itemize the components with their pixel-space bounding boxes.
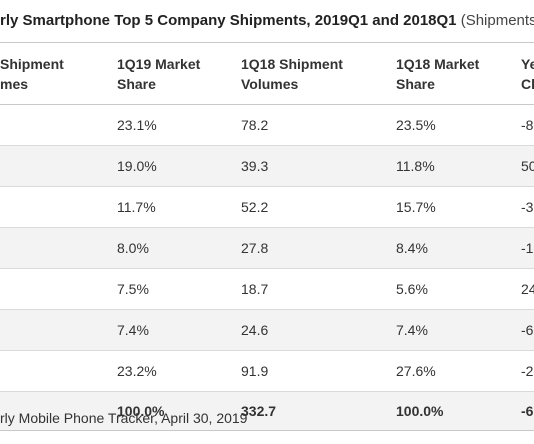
cell-1q19-share: 23.1%: [111, 104, 235, 146]
header-shipment-volumes: Shipment mes: [0, 43, 111, 105]
cell-shipment-volume: [0, 145, 111, 187]
cell-1q18-volume: 91.9: [235, 350, 390, 392]
total-1q19-share: 100.0%: [111, 391, 235, 430]
cell-shipment-volume: [0, 309, 111, 351]
cell-1q18-share: 8.4%: [390, 227, 515, 269]
cell-shipment-volume: [0, 227, 111, 269]
total-1q18-volume: 332.7: [235, 391, 390, 430]
cell-shipment-volume: [0, 350, 111, 392]
cell-yoy-change: -6.: [515, 309, 534, 351]
cell-yoy-change: -10: [515, 227, 534, 269]
cell-yoy-change: 50: [515, 145, 534, 187]
table-title-main: rly Smartphone Top 5 Company Shipments, …: [0, 12, 457, 29]
header-line: 1Q18 Shipment: [241, 55, 343, 72]
cell-1q19-share: 7.5%: [111, 268, 235, 310]
cell-yoy-change: -8.: [515, 104, 534, 146]
table-title-units: (Shipments in million: [460, 12, 534, 29]
cell-yoy-change: -2: [515, 350, 534, 392]
cell-1q18-share: 15.7%: [390, 186, 515, 228]
cell-1q18-share: 23.5%: [390, 104, 515, 146]
cell-1q18-volume: 39.3: [235, 145, 390, 187]
cell-1q18-volume: 18.7: [235, 268, 390, 310]
cell-1q19-share: 7.4%: [111, 309, 235, 351]
header-1q18-market-share: 1Q18 Market Share: [390, 43, 515, 105]
header-line: Ch: [521, 75, 534, 92]
cell-1q18-share: 5.6%: [390, 268, 515, 310]
table-title: rly Smartphone Top 5 Company Shipments, …: [0, 0, 534, 42]
source-note: rly Mobile Phone Tracker, April 30, 2019: [0, 410, 248, 426]
total-yoy-change: -6.: [515, 391, 534, 430]
header-line: 1Q18 Market: [396, 55, 480, 72]
shipments-table-container: Shipment mes 1Q19 Market Share 1Q18 Ship…: [0, 42, 534, 431]
cell-1q19-share: 8.0%: [111, 227, 235, 269]
table-header-row: Shipment mes 1Q19 Market Share 1Q18 Ship…: [0, 43, 534, 105]
header-line: Share: [396, 75, 435, 92]
header-1q18-shipment-volumes: 1Q18 Shipment Volumes: [235, 43, 390, 105]
table-row: 23.2% 91.9 27.6% -2: [0, 350, 534, 392]
table-row: 7.5% 18.7 5.6% 24: [0, 268, 534, 310]
cell-yoy-change: 24: [515, 268, 534, 310]
header-year-over-year-change: Ye Ch: [515, 43, 534, 105]
cell-1q18-volume: 27.8: [235, 227, 390, 269]
cell-1q18-volume: 52.2: [235, 186, 390, 228]
header-1q19-market-share: 1Q19 Market Share: [111, 43, 235, 105]
table-row: 19.0% 39.3 11.8% 50: [0, 145, 534, 187]
cell-1q19-share: 11.7%: [111, 186, 235, 228]
header-line: 1Q19 Market: [117, 55, 201, 72]
cell-shipment-volume: [0, 268, 111, 310]
cell-1q19-share: 23.2%: [111, 350, 235, 392]
total-1q18-share: 100.0%: [390, 391, 515, 430]
cell-1q19-share: 19.0%: [111, 145, 235, 187]
cell-yoy-change: -30: [515, 186, 534, 228]
table-row: 23.1% 78.2 23.5% -8.: [0, 104, 534, 146]
table-total-row: 100.0% 332.7 100.0% -6.: [0, 391, 534, 430]
table-row: 8.0% 27.8 8.4% -10: [0, 227, 534, 269]
total-shipment-volume: [0, 391, 111, 430]
header-line: mes: [0, 75, 29, 92]
table-row: 11.7% 52.2 15.7% -30: [0, 186, 534, 228]
header-line: Share: [117, 75, 156, 92]
cell-1q18-volume: 24.6: [235, 309, 390, 351]
cell-shipment-volume: [0, 104, 111, 146]
header-line: Shipment: [0, 55, 64, 72]
cell-shipment-volume: [0, 186, 111, 228]
table-row: 7.4% 24.6 7.4% -6.: [0, 309, 534, 351]
cell-1q18-share: 27.6%: [390, 350, 515, 392]
cell-1q18-share: 11.8%: [390, 145, 515, 187]
cell-1q18-share: 7.4%: [390, 309, 515, 351]
shipments-table: Shipment mes 1Q19 Market Share 1Q18 Ship…: [0, 43, 534, 430]
header-line: Ye: [521, 55, 534, 72]
header-line: Volumes: [241, 75, 299, 92]
cell-1q18-volume: 78.2: [235, 104, 390, 146]
